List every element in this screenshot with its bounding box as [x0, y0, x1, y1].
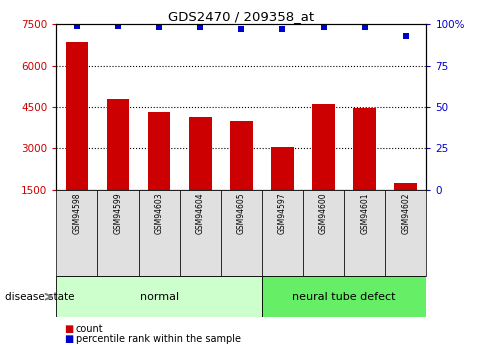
Text: percentile rank within the sample: percentile rank within the sample	[76, 334, 241, 344]
Point	[73, 23, 81, 29]
FancyBboxPatch shape	[221, 190, 262, 276]
Text: ■: ■	[64, 334, 73, 344]
Point	[319, 25, 327, 30]
Point	[238, 26, 245, 32]
Text: GSM94603: GSM94603	[155, 193, 164, 234]
Text: ■: ■	[64, 325, 73, 334]
Text: GSM94597: GSM94597	[278, 193, 287, 234]
Point	[196, 25, 204, 30]
Point	[402, 33, 410, 39]
FancyBboxPatch shape	[139, 190, 180, 276]
Text: disease state: disease state	[5, 292, 74, 302]
Text: GSM94602: GSM94602	[401, 193, 410, 234]
Text: GSM94604: GSM94604	[196, 193, 205, 234]
Text: GSM94599: GSM94599	[114, 193, 122, 234]
Text: GSM94605: GSM94605	[237, 193, 246, 234]
Text: GSM94601: GSM94601	[360, 193, 369, 234]
Point	[278, 26, 286, 32]
Text: GSM94600: GSM94600	[319, 193, 328, 234]
FancyBboxPatch shape	[56, 190, 98, 276]
FancyBboxPatch shape	[262, 276, 426, 317]
Bar	[107, 99, 129, 190]
Bar	[230, 121, 253, 190]
FancyBboxPatch shape	[344, 190, 385, 276]
Bar	[353, 108, 376, 190]
Text: normal: normal	[140, 292, 179, 302]
Text: count: count	[76, 325, 103, 334]
FancyBboxPatch shape	[98, 190, 139, 276]
Point	[361, 25, 368, 30]
Bar	[394, 183, 417, 190]
Bar	[148, 112, 171, 190]
Title: GDS2470 / 209358_at: GDS2470 / 209358_at	[168, 10, 315, 23]
FancyBboxPatch shape	[262, 190, 303, 276]
FancyBboxPatch shape	[303, 190, 344, 276]
Text: GSM94598: GSM94598	[73, 193, 81, 234]
FancyBboxPatch shape	[56, 276, 262, 317]
Bar	[66, 42, 88, 190]
Point	[114, 23, 122, 29]
Bar	[312, 104, 335, 190]
Bar	[189, 117, 212, 190]
FancyBboxPatch shape	[385, 190, 426, 276]
FancyBboxPatch shape	[180, 190, 221, 276]
Text: neural tube defect: neural tube defect	[293, 292, 396, 302]
Point	[155, 25, 163, 30]
Bar	[271, 147, 294, 190]
